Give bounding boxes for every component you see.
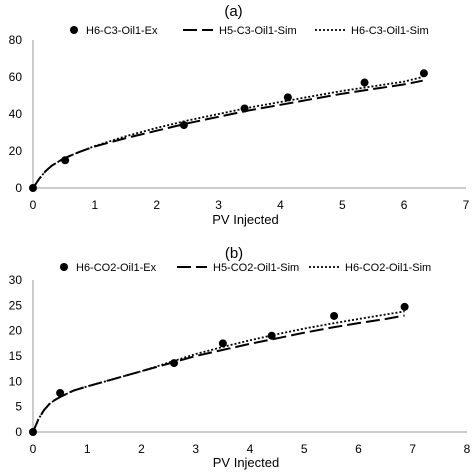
x-tick-label: 5	[339, 198, 346, 212]
legend-label: H6-CO2-Oil1-Ex	[76, 262, 157, 274]
x-tick-label: 1	[92, 198, 99, 212]
y-tick-label: 20	[9, 324, 23, 338]
x-tick-label: 3	[192, 442, 199, 456]
y-tick-label: 20	[9, 144, 23, 158]
x-tick-label: 4	[277, 198, 284, 212]
data-point-H6-CO2-Oil1-Ex	[330, 311, 339, 320]
x-tick-label: 3	[215, 198, 222, 212]
data-point-H6-C3-Oil1-Ex	[179, 121, 188, 130]
data-point-H6-CO2-Oil1-Ex	[400, 302, 409, 311]
x-tick-label: 6	[401, 198, 408, 212]
panel-label: (a)	[224, 3, 242, 20]
x-tick-label: 0	[30, 198, 37, 212]
x-axis-label: PV Injected	[213, 455, 280, 470]
x-tick-label: 4	[247, 442, 254, 456]
x-tick-label: 2	[153, 198, 160, 212]
data-point-H6-C3-Oil1-Ex	[283, 93, 292, 102]
series-line-H5-C3-Oil1-Sim	[32, 79, 423, 189]
data-point-H6-CO2-Oil1-Ex	[267, 331, 276, 340]
legend-label: H5-CO2-Oil1-Sim	[213, 262, 299, 274]
x-tick-label: 0	[30, 442, 37, 456]
x-tick-label: 5	[301, 442, 308, 456]
chart-panel-a: (a) 0 20 40 60 80 0 1 2 3 4 5 6 7 PV Injected H6-C3-Oil…	[9, 3, 470, 227]
x-tick-label: 8	[464, 442, 471, 456]
y-tick-label: 30	[9, 273, 23, 287]
panel-label: (b)	[225, 245, 243, 262]
x-axis-label: PV Injected	[212, 212, 279, 227]
x-tick-label: 1	[84, 442, 91, 456]
legend-label: H6-CO2-Oil1-Sim	[345, 262, 431, 274]
chart-panel-b: (b) 0 5 10 15 20 25 30 0 1 2 3 4 5 6 7 8 PV Injected H6-CO…	[9, 245, 471, 470]
y-tick-label: 25	[9, 298, 23, 312]
x-tick-label: 2	[138, 442, 145, 456]
legend-label: H5-C3-Oil1-Sim	[219, 25, 297, 37]
x-tick-label: 6	[355, 442, 362, 456]
series-line-H6-CO2-Oil1-Sim	[32, 310, 405, 433]
data-point-H6-C3-Oil1-Ex	[419, 69, 428, 78]
x-tick-label: 7	[409, 442, 416, 456]
y-tick-label: 0	[15, 425, 22, 439]
legend-label: H6-C3-Oil1-Sim	[351, 25, 429, 37]
y-tick-label: 5	[15, 400, 22, 414]
y-tick-label: 80	[9, 33, 23, 47]
legend-marker	[70, 26, 78, 34]
y-tick-label: 40	[9, 107, 23, 121]
data-point-H6-C3-Oil1-Ex	[360, 78, 369, 87]
series-line-H6-C3-Oil1-Sim	[32, 76, 423, 189]
data-point-H6-CO2-Oil1-Ex	[218, 339, 227, 348]
legend-label: H6-C3-Oil1-Ex	[86, 25, 158, 37]
y-tick-label: 60	[9, 70, 23, 84]
y-tick-label: 10	[9, 374, 23, 388]
x-tick-label: 7	[463, 198, 470, 212]
legend-marker	[60, 263, 68, 271]
y-tick-label: 0	[15, 181, 22, 195]
y-tick-label: 15	[9, 349, 23, 363]
series-line-H5-CO2-Oil1-Sim	[32, 314, 405, 433]
